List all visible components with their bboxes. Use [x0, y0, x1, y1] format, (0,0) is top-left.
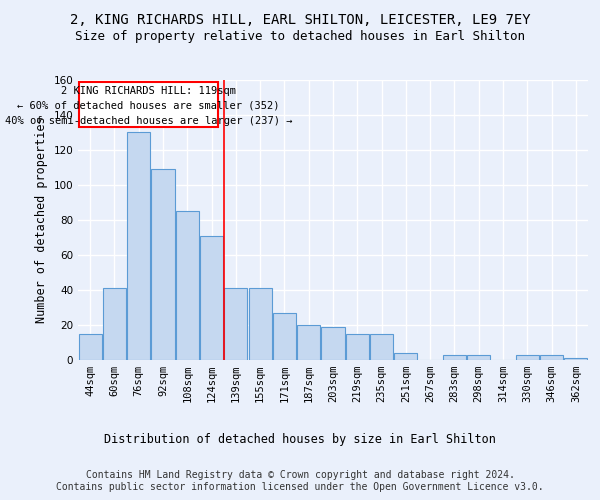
Bar [127, 132, 150, 360]
Text: Contains HM Land Registry data © Crown copyright and database right 2024.: Contains HM Land Registry data © Crown c… [86, 470, 514, 480]
Bar [565, 358, 587, 360]
Bar [79, 334, 101, 360]
Text: Contains public sector information licensed under the Open Government Licence v3: Contains public sector information licen… [56, 482, 544, 492]
Bar [297, 325, 320, 360]
Bar [103, 288, 126, 360]
Bar [151, 169, 175, 360]
Text: 2, KING RICHARDS HILL, EARL SHILTON, LEICESTER, LE9 7EY: 2, KING RICHARDS HILL, EARL SHILTON, LEI… [70, 12, 530, 26]
Bar [467, 355, 490, 360]
Bar [248, 288, 272, 360]
Text: Distribution of detached houses by size in Earl Shilton: Distribution of detached houses by size … [104, 432, 496, 446]
Text: Size of property relative to detached houses in Earl Shilton: Size of property relative to detached ho… [75, 30, 525, 43]
Bar [224, 288, 247, 360]
Bar [394, 353, 418, 360]
Text: 2 KING RICHARDS HILL: 119sqm: 2 KING RICHARDS HILL: 119sqm [61, 86, 236, 96]
Bar [322, 327, 344, 360]
Bar [540, 355, 563, 360]
Y-axis label: Number of detached properties: Number of detached properties [35, 116, 48, 324]
Bar [346, 334, 369, 360]
Text: 40% of semi-detached houses are larger (237) →: 40% of semi-detached houses are larger (… [5, 116, 292, 126]
Text: ← 60% of detached houses are smaller (352): ← 60% of detached houses are smaller (35… [17, 101, 280, 111]
Bar [176, 211, 199, 360]
Bar [443, 355, 466, 360]
Bar [370, 334, 393, 360]
Bar [200, 236, 223, 360]
FancyBboxPatch shape [79, 82, 218, 127]
Bar [273, 313, 296, 360]
Bar [516, 355, 539, 360]
